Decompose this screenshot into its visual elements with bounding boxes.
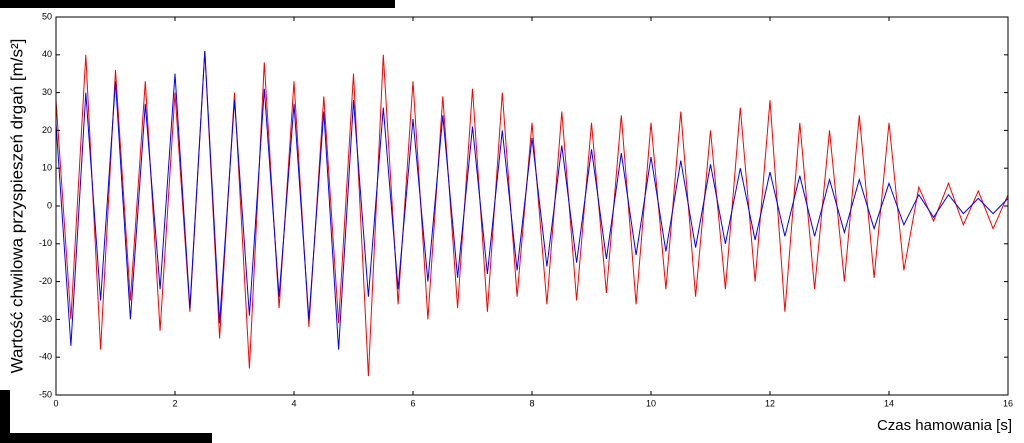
series-line	[55, 50, 1009, 377]
y-tick-label: -10	[39, 238, 52, 248]
frame-bar	[0, 390, 10, 443]
x-tick-label: 12	[765, 398, 775, 408]
plot-area	[56, 17, 1008, 395]
x-tick-label: 8	[529, 398, 534, 408]
y-tick-label: 10	[42, 163, 52, 173]
series-line	[55, 50, 1009, 350]
y-axis-label: Wartość chwilowa przyspieszeń drgań [m/s…	[7, 39, 26, 374]
x-tick-label: 14	[884, 398, 894, 408]
y-tick-label: -40	[39, 352, 52, 362]
y-tick-label: -30	[39, 314, 52, 324]
y-tick-label: 50	[42, 11, 52, 21]
y-tick-label: 20	[42, 125, 52, 135]
x-axis-label: Czas hamowania [s]	[877, 417, 1012, 434]
y-tick-label: 0	[47, 200, 52, 210]
y-tick-label: 30	[42, 87, 52, 97]
y-tick-label: -20	[39, 276, 52, 286]
frame-bar	[0, 433, 212, 443]
x-tick-label: 0	[53, 398, 58, 408]
x-tick-label: 16	[1003, 398, 1013, 408]
frame-bar	[0, 0, 395, 8]
y-tick-label: -50	[39, 389, 52, 399]
y-tick-label: 40	[42, 49, 52, 59]
x-tick-label: 2	[172, 398, 177, 408]
x-tick-label: 10	[646, 398, 656, 408]
x-tick-label: 4	[291, 398, 296, 408]
x-tick-label: 6	[410, 398, 415, 408]
